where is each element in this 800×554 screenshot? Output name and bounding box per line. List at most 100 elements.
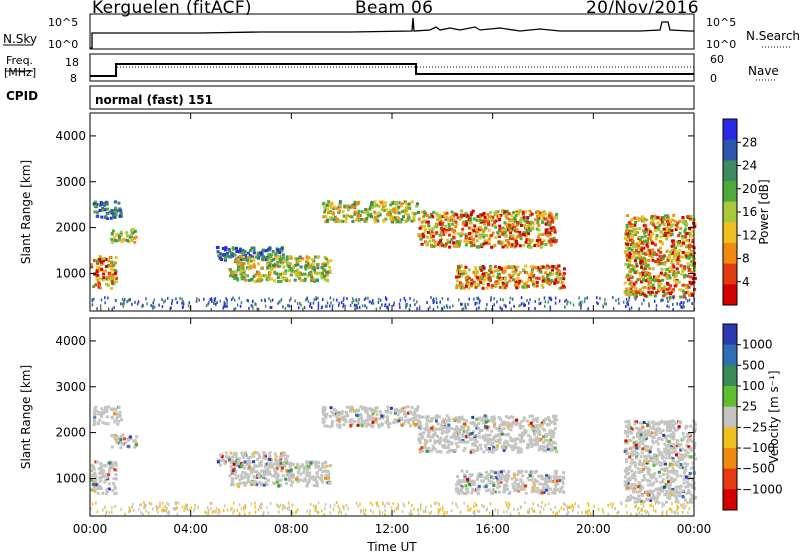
range-gate-cell: [285, 279, 288, 283]
range-gate-cell: [553, 446, 557, 450]
range-gate-cell: [668, 496, 672, 500]
range-gate-cell: [475, 423, 479, 427]
ground-scatter-cell: [309, 302, 312, 306]
range-gate-cell: [640, 280, 644, 284]
range-gate-cell: [382, 414, 386, 418]
range-gate-cell: [498, 440, 502, 444]
range-gate-cell: [496, 473, 500, 477]
nsky-label: N.Sky: [3, 32, 38, 46]
range-gate-cell: [531, 221, 535, 225]
range-gate-cell: [466, 479, 470, 483]
range-gate-cell: [648, 473, 652, 477]
range-gate-cell: [531, 227, 535, 231]
ground-scatter-cell: [549, 296, 552, 300]
range-gate-cell: [286, 454, 290, 458]
range-gate-cell: [540, 491, 544, 495]
ground-scatter-cell: [343, 296, 345, 300]
range-gate-cell: [259, 460, 263, 464]
range-gate-cell: [530, 280, 534, 284]
range-gate-cell: [630, 225, 634, 229]
range-gate-cell: [657, 282, 661, 286]
range-gate-cell: [492, 437, 495, 441]
range-gate-cell: [641, 292, 645, 296]
range-gate-cell: [663, 447, 666, 451]
range-gate-cell: [519, 237, 523, 241]
range-gate-cell: [271, 264, 275, 267]
range-gate-cell: [452, 236, 456, 240]
range-gate-cell: [306, 261, 310, 265]
range-gate-cell: [237, 484, 241, 488]
range-gate-cell: [681, 267, 685, 271]
range-gate-cell: [502, 423, 506, 427]
range-gate-cell: [456, 429, 459, 433]
range-gate-cell: [531, 438, 535, 442]
range-gate-cell: [426, 235, 430, 239]
range-gate-cell: [372, 408, 376, 412]
range-gate-cell: [439, 239, 443, 243]
range-gate-cell: [687, 231, 691, 235]
range-gate-cell: [232, 275, 236, 278]
range-gate-cell: [115, 239, 119, 243]
range-gate-cell: [646, 429, 650, 433]
range-gate-cell: [485, 448, 489, 452]
range-gate-cell: [523, 224, 527, 227]
range-gate-cell: [242, 258, 246, 261]
ground-scatter-cell: [150, 304, 152, 308]
range-gate-cell: [630, 238, 634, 241]
colorbar-segment: [723, 160, 737, 182]
ground-scatter-cell: [375, 307, 378, 311]
ground-scatter-cell: [432, 307, 435, 311]
ground-scatter-cell: [234, 298, 236, 302]
range-gate-cell: [493, 213, 497, 216]
range-gate-cell: [689, 455, 693, 459]
ground-scatter-cell: [306, 296, 308, 300]
range-gate-cell: [505, 216, 509, 220]
range-gate-cell: [670, 261, 674, 265]
ground-scatter-cell: [449, 305, 451, 309]
range-gate-cell: [475, 426, 479, 430]
range-gate-cell: [514, 214, 518, 218]
range-gate-cell: [648, 248, 652, 252]
range-gate-cell: [468, 221, 472, 225]
range-gate-cell: [280, 466, 284, 470]
range-gate-cell: [240, 275, 244, 279]
range-gate-cell: [218, 463, 222, 467]
range-gate-cell: [517, 212, 521, 216]
range-gate-cell: [525, 284, 529, 288]
range-gate-cell: [675, 461, 679, 465]
range-gate-cell: [680, 466, 684, 470]
range-gate-cell: [647, 286, 651, 290]
range-gate-cell: [260, 254, 264, 258]
range-gate-cell: [521, 285, 525, 289]
range-gate-cell: [246, 462, 250, 466]
ground-scatter-cell: [320, 306, 323, 310]
range-gate-cell: [678, 259, 682, 263]
range-gate-cell: [532, 432, 536, 436]
ground-scatter-cell: [271, 298, 274, 302]
range-gate-cell: [535, 417, 539, 420]
range-gate-cell: [330, 424, 334, 428]
range-gate-cell: [90, 265, 94, 269]
range-gate-cell: [667, 274, 671, 278]
range-gate-cell: [518, 425, 522, 429]
range-gate-cell: [442, 227, 446, 231]
range-gate-cell: [691, 483, 695, 487]
range-gate-cell: [407, 421, 411, 425]
range-gate-cell: [285, 461, 289, 465]
range-gate-cell: [536, 218, 540, 222]
range-gate-cell: [113, 485, 117, 488]
range-gate-cell: [528, 209, 532, 213]
ground-scatter-cell: [625, 297, 628, 301]
range-gate-cell: [626, 498, 630, 502]
range-gate-cell: [510, 265, 514, 268]
range-gate-cell: [266, 472, 270, 476]
range-gate-cell: [544, 242, 548, 246]
range-gate-cell: [496, 276, 500, 279]
range-gate-cell: [440, 431, 444, 435]
range-gate-cell: [660, 485, 664, 489]
range-gate-cell: [662, 485, 666, 489]
range-gate-cell: [420, 220, 424, 224]
range-gate-cell: [666, 231, 670, 235]
range-gate-cell: [495, 280, 499, 284]
range-gate-cell: [522, 233, 526, 236]
